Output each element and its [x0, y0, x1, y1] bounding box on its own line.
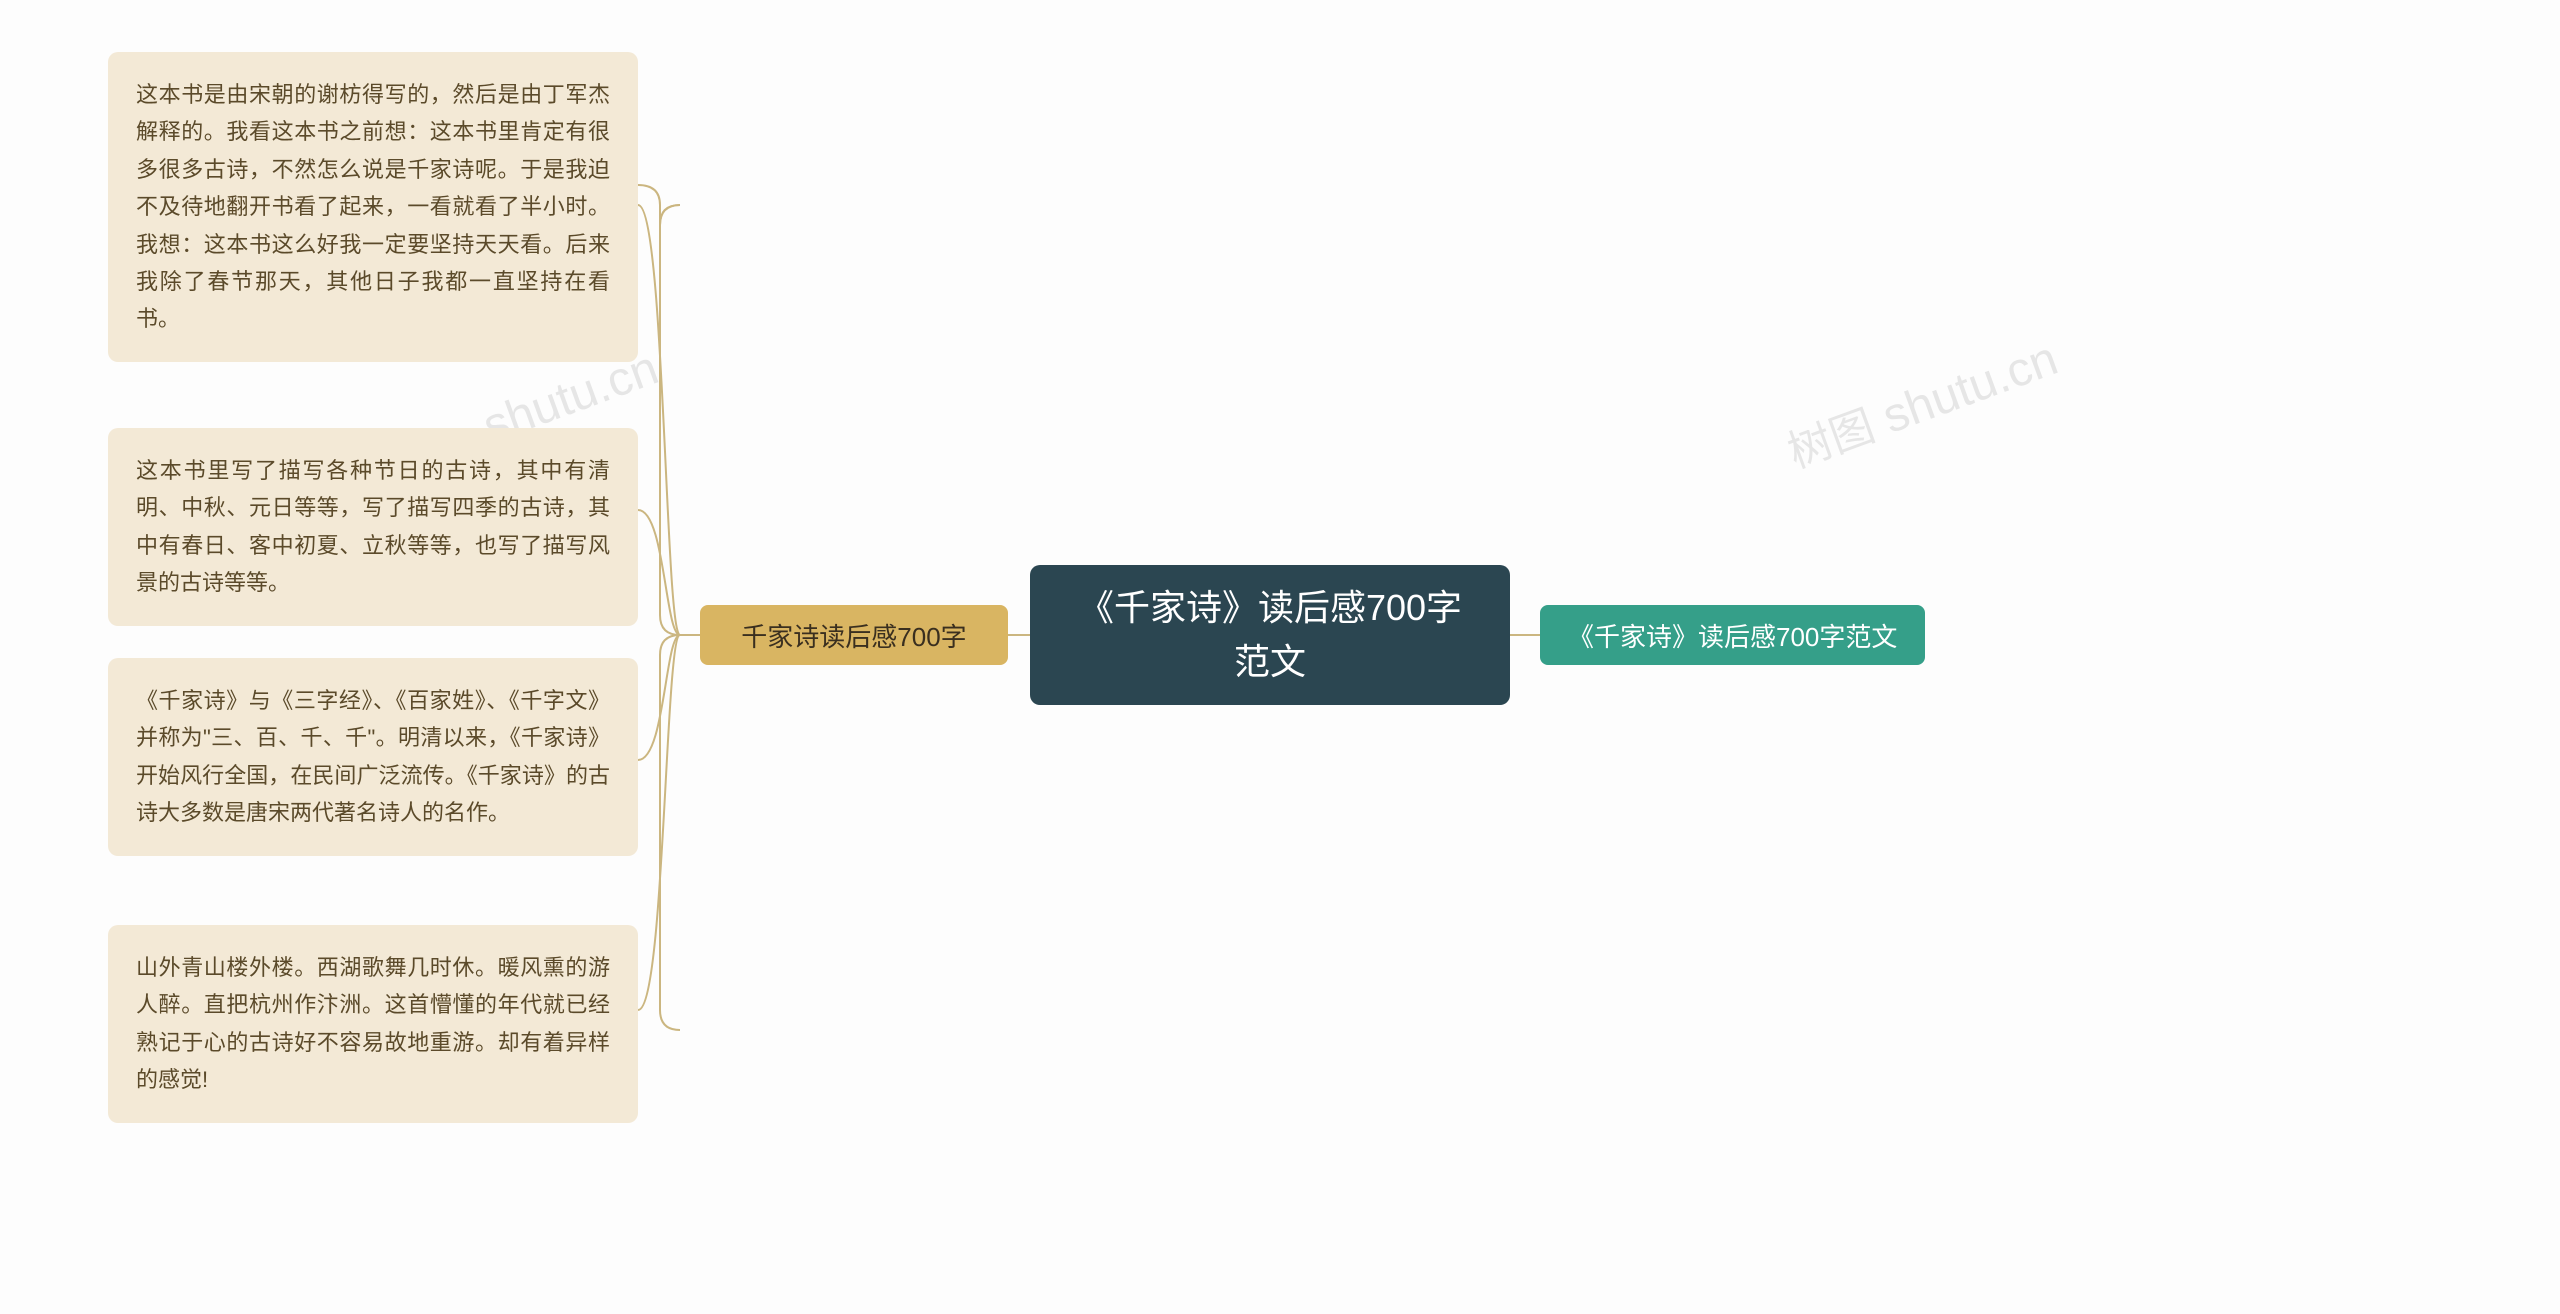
leaf-text: 《千家诗》与《三字经》、《百家姓》、《千字文》并称为"三、百、千、千"。明清以来… [136, 688, 610, 825]
leaf-node-1[interactable]: 这本书是由宋朝的谢枋得写的，然后是由丁军杰解释的。我看这本书之前想：这本书里肯定… [108, 52, 638, 362]
center-title: 《千家诗》读后感700字范文 [1070, 581, 1470, 689]
center-node[interactable]: 《千家诗》读后感700字范文 [1030, 565, 1510, 705]
leaf-node-4[interactable]: 山外青山楼外楼。西湖歌舞几时休。暖风熏的游人醉。直把杭州作汴洲。这首懵懂的年代就… [108, 925, 638, 1123]
left-branch-label: 千家诗读后感700字 [741, 617, 966, 654]
leaf-node-3[interactable]: 《千家诗》与《三字经》、《百家姓》、《千字文》并称为"三、百、千、千"。明清以来… [108, 658, 638, 856]
right-branch-label: 《千家诗》读后感700字范文 [1568, 617, 1897, 654]
mindmap-diagram: 《千家诗》读后感700字范文 千家诗读后感700字 《千家诗》读后感700字范文… [0, 0, 2560, 1314]
right-branch-node[interactable]: 《千家诗》读后感700字范文 [1540, 605, 1925, 665]
leaf-text: 这本书是由宋朝的谢枋得写的，然后是由丁军杰解释的。我看这本书之前想：这本书里肯定… [136, 82, 610, 331]
leaf-node-2[interactable]: 这本书里写了描写各种节日的古诗，其中有清明、中秋、元日等等，写了描写四季的古诗，… [108, 428, 638, 626]
left-branch-node[interactable]: 千家诗读后感700字 [700, 605, 1008, 665]
leaf-text: 山外青山楼外楼。西湖歌舞几时休。暖风熏的游人醉。直把杭州作汴洲。这首懵懂的年代就… [136, 955, 610, 1092]
leaf-text: 这本书里写了描写各种节日的古诗，其中有清明、中秋、元日等等，写了描写四季的古诗，… [136, 458, 610, 595]
